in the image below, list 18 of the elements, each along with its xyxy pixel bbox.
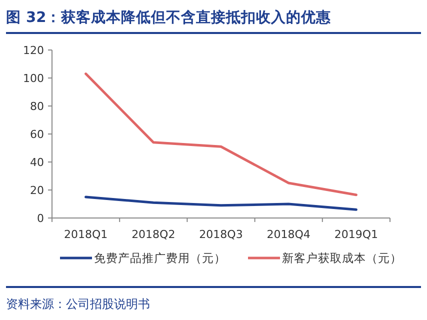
x-tick-label: 2018Q4 xyxy=(266,228,310,241)
y-tick-label: 100 xyxy=(23,72,44,85)
x-tick-label: 2019Q1 xyxy=(334,228,378,241)
x-tick-label: 2018Q2 xyxy=(132,228,176,241)
text: 资料来源：公司招股说明书 xyxy=(6,297,150,311)
legend-label: 新客户获取成本（元） xyxy=(282,251,402,265)
y-tick-label: 60 xyxy=(30,128,44,141)
legend-label: 免费产品推广费用（元） xyxy=(94,251,226,265)
line-series xyxy=(84,196,358,211)
y-tick-label: 120 xyxy=(23,44,44,57)
x-tick-label: 2018Q3 xyxy=(199,228,243,241)
y-tick-label: 0 xyxy=(37,212,44,225)
line-series xyxy=(84,72,358,196)
y-tick-label: 80 xyxy=(30,100,44,113)
y-tick-label: 40 xyxy=(30,156,44,169)
x-tick-label: 2018Q1 xyxy=(64,228,108,241)
chart-title: 图 32：获客成本降低但不含直接抵扣收入的优惠 xyxy=(6,8,332,26)
y-tick-label: 20 xyxy=(30,184,44,197)
